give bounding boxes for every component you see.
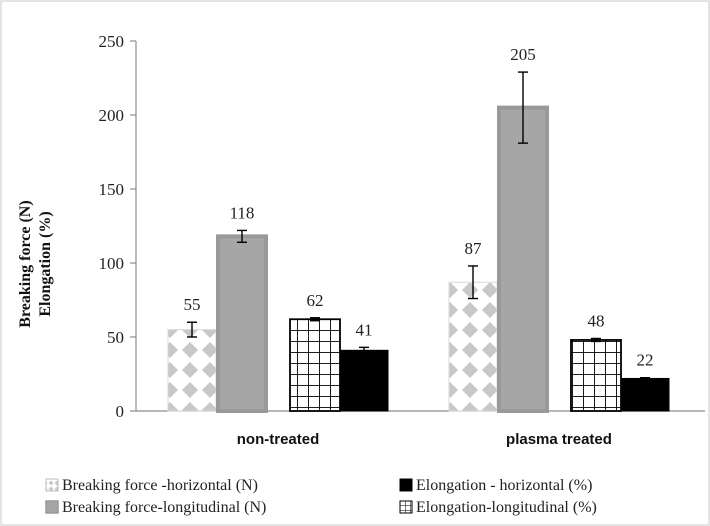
bar [289, 318, 341, 412]
bar [167, 329, 217, 412]
legend-item: Elongation - horizontal (%) [399, 477, 592, 494]
data-label: 22 [637, 351, 654, 370]
category-label: plasma treated [506, 431, 612, 448]
bar [570, 339, 622, 412]
data-label: 55 [184, 295, 201, 314]
legend-swatch [399, 478, 413, 492]
bar [216, 234, 268, 413]
y-tick-label: 50 [107, 328, 124, 347]
y-tick-label: 0 [116, 402, 125, 421]
error-bar [640, 377, 650, 380]
y-axis-label-line2: Elongation (%) [37, 211, 54, 316]
error-bar [310, 317, 320, 322]
y-axis-label-line1: Breaking force (N) [17, 200, 34, 327]
bar [448, 281, 498, 412]
error-bar [468, 265, 478, 300]
category-label: non-treated [237, 431, 320, 448]
bars: 55 118 62 41 87 205 48 22 [167, 45, 670, 413]
bar [339, 349, 389, 412]
legend-item: Breaking force -horizontal (N) [45, 477, 258, 494]
error-bar [187, 321, 197, 338]
legend-swatch [45, 500, 59, 514]
error-bar [359, 346, 369, 354]
y-tick-label: 150 [99, 180, 125, 199]
data-label: 62 [307, 291, 324, 310]
y-tick-label: 100 [99, 254, 125, 273]
bar [497, 105, 549, 413]
legend: Breaking force -horizontal (N) Elongation… [45, 477, 597, 516]
legend-label: Breaking force -horizontal (N) [62, 477, 258, 494]
error-bar [518, 71, 528, 144]
data-label: 48 [588, 311, 605, 330]
category-labels: non-treated plasma treated [237, 431, 612, 448]
data-label: 41 [356, 320, 373, 339]
error-bar [591, 337, 601, 343]
data-label: 87 [465, 239, 483, 258]
error-bar [237, 229, 247, 243]
bar [620, 377, 670, 412]
legend-label: Breaking force-longitudinal (N) [62, 499, 266, 516]
legend-item: Breaking force-longitudinal (N) [45, 499, 266, 516]
y-tick-label: 250 [99, 32, 125, 51]
legend-label: Elongation - horizontal (%) [416, 477, 592, 494]
data-label: 118 [230, 203, 255, 222]
data-label: 205 [510, 45, 536, 64]
legend-item: Elongation-longitudinal (%) [399, 499, 597, 516]
legend-swatch [399, 500, 413, 514]
legend-swatch [45, 478, 59, 492]
legend-label: Elongation-longitudinal (%) [416, 499, 597, 516]
y-tick-label: 200 [99, 106, 125, 125]
